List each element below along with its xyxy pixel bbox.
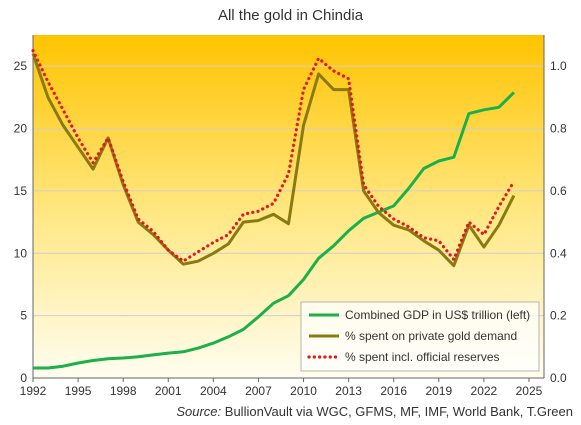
y-left-tick-label: 0: [20, 371, 27, 385]
y-right-tick-label: 0.8: [550, 122, 567, 136]
x-tick-label: 2001: [155, 384, 182, 398]
source-label: Source:: [176, 404, 222, 419]
y-left-tick-label: 10: [14, 246, 28, 260]
x-tick-label: 2004: [200, 384, 227, 398]
legend-label: % spent on private gold demand: [345, 329, 517, 343]
legend-label: % spent incl. official reserves: [345, 350, 500, 364]
x-tick-label: 1995: [65, 384, 92, 398]
x-tick-label: 2019: [425, 384, 452, 398]
series-layer: [31, 48, 516, 370]
series-private-demand-line: [31, 53, 516, 268]
x-tick-label: 1998: [110, 384, 137, 398]
y-right-tick-label: 0.4: [550, 246, 567, 260]
x-tick-label: 2016: [380, 384, 407, 398]
y-right-tick-label: 0.0: [550, 371, 567, 385]
x-tick-label: 2025: [516, 384, 543, 398]
y-left-tick-label: 5: [20, 309, 27, 323]
x-tick-label: 2013: [335, 384, 362, 398]
source-text: BullionVault via WGC, GFMS, MF, IMF, Wor…: [224, 404, 573, 419]
legend-box: [300, 301, 540, 372]
x-tick-label: 1992: [20, 384, 47, 398]
x-tick-label: 2022: [471, 384, 498, 398]
y-right-tick-label: 0.2: [550, 309, 567, 323]
y-right-tick-label: 0.6: [550, 184, 567, 198]
x-tick-label: 2007: [245, 384, 272, 398]
source-note: Source: BullionVault via WGC, GFMS, MF, …: [176, 404, 573, 419]
x-tick-label: 2010: [290, 384, 317, 398]
y-left-tick-label: 25: [14, 59, 28, 73]
y-left-tick-label: 20: [14, 122, 28, 136]
series-official-reserves-line: [31, 48, 516, 263]
series-gdp-line: [33, 91, 515, 370]
legend-label: Combined GDP in US$ trillion (left): [345, 308, 530, 322]
y-right-tick-label: 1.0: [550, 59, 567, 73]
chart-title: All the gold in Chindia: [217, 7, 364, 24]
legend: Combined GDP in US$ trillion (left) % spe…: [300, 301, 540, 372]
y-left-tick-label: 15: [14, 184, 28, 198]
